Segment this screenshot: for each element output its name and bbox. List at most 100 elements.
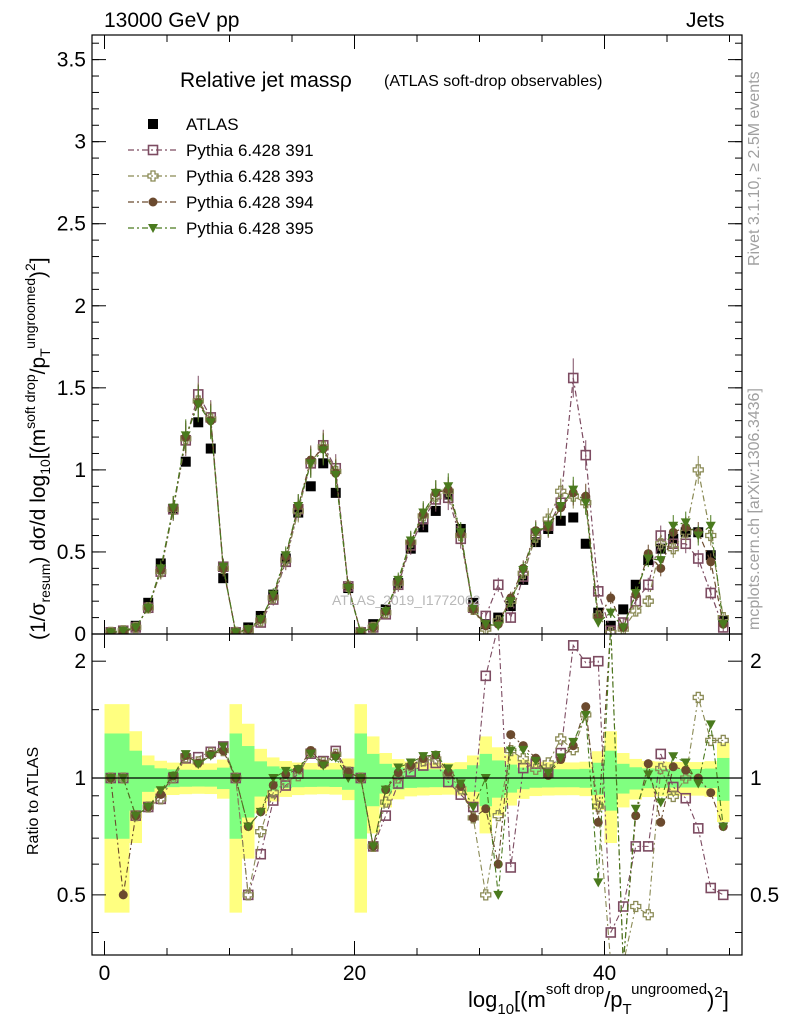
data-point bbox=[555, 501, 566, 511]
x-tick-label: 20 bbox=[343, 962, 366, 985]
ratio-point bbox=[630, 900, 642, 913]
data-point bbox=[555, 485, 567, 497]
data-point bbox=[630, 579, 641, 590]
main-y-axis-label: (1/σresum) dσ/d log10[(msoft drop/pTungr… bbox=[22, 257, 53, 640]
legend-entry: Pythia 6.428 395 bbox=[128, 219, 314, 238]
ratio-point bbox=[155, 786, 166, 796]
data-point bbox=[642, 579, 654, 591]
ratio-point bbox=[668, 752, 679, 762]
data-point bbox=[580, 449, 592, 461]
data-point bbox=[205, 418, 216, 428]
data-point bbox=[143, 603, 154, 613]
green-band-bin bbox=[354, 733, 367, 839]
chart-subtitle: (ATLAS soft-drop observables) bbox=[384, 73, 602, 90]
ratio-point bbox=[255, 848, 267, 860]
data-point bbox=[718, 620, 729, 630]
y-tick-label: 0.5 bbox=[57, 541, 86, 564]
data-point bbox=[692, 553, 704, 564]
ratio-point bbox=[667, 790, 679, 803]
data-point bbox=[593, 618, 604, 628]
ratio-point bbox=[631, 811, 641, 821]
ratio-point bbox=[592, 800, 604, 812]
ratio-y-tick-label-right: 2 bbox=[750, 650, 762, 673]
ratio-point bbox=[543, 768, 554, 778]
ratio-point bbox=[592, 655, 604, 667]
ratio-point bbox=[242, 889, 254, 901]
data-point bbox=[568, 485, 579, 495]
legend-label: Pythia 6.428 395 bbox=[186, 219, 314, 238]
data-point bbox=[155, 564, 166, 574]
ratio-point bbox=[380, 810, 392, 821]
data-point bbox=[293, 501, 304, 511]
rivet-version-text: Rivet 3.1.10, ≥ 2.5M events bbox=[746, 71, 763, 266]
data-point bbox=[568, 512, 579, 523]
ratio-y-tick-label-right: 0.5 bbox=[750, 884, 779, 907]
data-point bbox=[393, 575, 404, 585]
data-point bbox=[592, 586, 604, 597]
data-point bbox=[305, 481, 316, 492]
data-point bbox=[468, 603, 479, 613]
data-point bbox=[380, 607, 391, 617]
ratio-point bbox=[630, 841, 642, 852]
data-point bbox=[218, 573, 229, 584]
green-band-bin bbox=[717, 757, 730, 801]
green-band-bin bbox=[117, 733, 130, 839]
data-point bbox=[343, 584, 354, 594]
ratio-point bbox=[530, 756, 541, 766]
ratio-point bbox=[717, 734, 729, 747]
data-point bbox=[530, 528, 541, 538]
ratio-point bbox=[581, 702, 591, 712]
data-point bbox=[642, 595, 654, 607]
ratio-point bbox=[580, 710, 591, 720]
ratio-point bbox=[705, 882, 717, 894]
data-point bbox=[567, 372, 579, 384]
ratio-point bbox=[506, 730, 516, 740]
ratio-point bbox=[692, 823, 704, 834]
data-point bbox=[580, 538, 591, 549]
data-point bbox=[168, 503, 179, 513]
green-band-bin bbox=[254, 761, 267, 797]
data-point bbox=[530, 531, 542, 543]
ratio-point bbox=[518, 745, 529, 755]
legend-marker bbox=[148, 224, 158, 233]
legend-entry: Pythia 6.428 394 bbox=[128, 193, 314, 212]
legend-entry: Pythia 6.428 393 bbox=[128, 167, 314, 186]
data-point bbox=[618, 623, 629, 633]
data-point bbox=[643, 554, 654, 564]
ratio-line bbox=[110, 634, 724, 955]
ratio-point bbox=[642, 841, 654, 852]
ratio-y-tick-label: 0.5 bbox=[57, 884, 86, 907]
ratio-point bbox=[555, 753, 566, 763]
ratio-point bbox=[255, 807, 266, 817]
ratio-point bbox=[517, 753, 529, 765]
y-tick-label: 3.5 bbox=[57, 49, 86, 72]
legend-label: Pythia 6.428 393 bbox=[186, 167, 314, 186]
ratio-point bbox=[505, 862, 517, 873]
green-band-bin bbox=[367, 753, 380, 807]
data-point bbox=[693, 531, 704, 541]
data-point bbox=[180, 431, 191, 441]
ratio-point bbox=[368, 842, 379, 852]
data-point bbox=[355, 628, 366, 634]
ratio-point bbox=[705, 720, 716, 730]
data-point bbox=[218, 562, 229, 572]
data-point bbox=[705, 587, 717, 599]
ratio-point bbox=[380, 785, 391, 795]
svg-text:(1/σresum) dσ/d log10[(msoft d: (1/σresum) dσ/d log10[(msoft drop/pTungr… bbox=[22, 257, 53, 640]
data-point bbox=[255, 615, 266, 625]
data-point bbox=[706, 557, 716, 567]
ratio-y-axis-label: Ratio to ATLAS bbox=[25, 747, 42, 855]
data-point bbox=[318, 446, 329, 456]
data-point bbox=[305, 459, 316, 469]
data-point bbox=[705, 529, 717, 542]
ratio-point bbox=[255, 826, 267, 838]
mcplots-text: mcplots.cern.ch [arXiv:1306.3436] bbox=[746, 388, 763, 630]
y-tick-label: 3 bbox=[74, 131, 86, 154]
ratio-point bbox=[293, 765, 304, 775]
ratio-point bbox=[542, 757, 554, 769]
legend-entry: ATLAS bbox=[148, 115, 239, 134]
ratio-point bbox=[280, 776, 292, 788]
ratio-point bbox=[705, 734, 717, 747]
data-point bbox=[480, 620, 491, 630]
legend-marker bbox=[147, 144, 159, 156]
